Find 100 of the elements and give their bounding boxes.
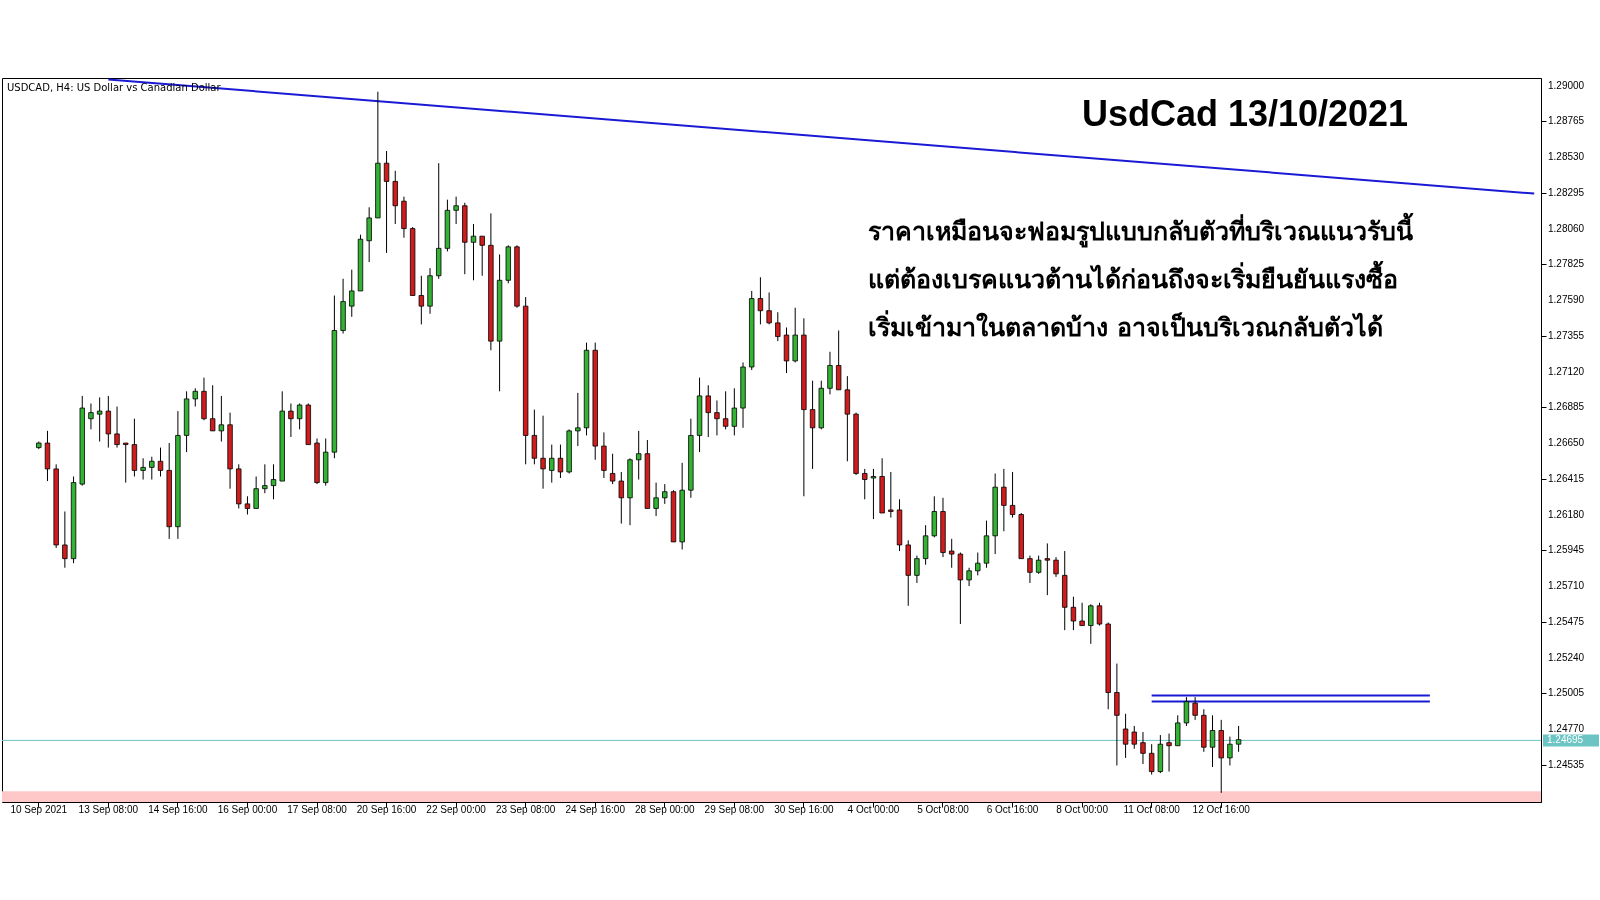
- candlestick: [1053, 556, 1059, 578]
- y-tick-label: 1.26650: [1548, 437, 1585, 449]
- candlestick: [775, 311, 781, 342]
- candlestick: [888, 471, 894, 519]
- candlestick: [975, 552, 981, 576]
- candlestick: [757, 276, 764, 325]
- candlestick: [123, 442, 129, 484]
- candlestick: [253, 476, 259, 509]
- candlestick: [1079, 602, 1085, 627]
- x-tick-label: 6 Oct 16:00: [986, 803, 1039, 815]
- candlestick: [862, 468, 868, 500]
- x-tick-label: 29 Sep 08:00: [704, 803, 765, 815]
- x-tick-label: 23 Sep 08:00: [495, 803, 556, 815]
- annotation: เริ่มเข้ามาในตลาดบ้าง อาจเป็นบริเวณกลับตัวได้: [868, 310, 1383, 342]
- y-tick-label: 1.28530: [1548, 151, 1585, 163]
- y-tick-label: 1.25710: [1548, 580, 1585, 592]
- candlestick: [479, 235, 485, 277]
- x-tick-label: 30 Sep 16:00: [774, 803, 835, 815]
- candlestick: [140, 457, 146, 481]
- candlestick: [766, 291, 772, 325]
- chart-title: UsdCad 13/10/2021: [1081, 93, 1409, 134]
- x-tick-label: 28 Sep 00:00: [635, 803, 695, 815]
- candlestick: [262, 463, 268, 494]
- candlestick: [922, 524, 929, 566]
- candlestick: [349, 269, 355, 318]
- y-tick-label: 1.27590: [1548, 294, 1585, 306]
- y-tick-label: 1.25475: [1548, 615, 1585, 627]
- candlestick: [470, 223, 477, 281]
- candlestick: [209, 384, 216, 432]
- x-tick-label: 14 Sep 16:00: [148, 803, 209, 815]
- candlestick: [1192, 696, 1198, 721]
- x-tick-label: 5 Oct 08:00: [917, 803, 970, 815]
- candlestick: [540, 415, 546, 490]
- candlestick: [296, 403, 303, 430]
- x-tick-label: 22 Sep 00:00: [426, 803, 487, 815]
- candlestick: [288, 403, 294, 438]
- candlestick: [870, 468, 877, 520]
- candlestick: [218, 395, 225, 443]
- candlestick: [1183, 696, 1190, 727]
- x-tick-label: 12 Oct 16:00: [1192, 803, 1251, 815]
- candlestick: [914, 555, 920, 584]
- candlestick: [1122, 713, 1129, 759]
- candlestick: [157, 447, 164, 477]
- candlestick: [1009, 471, 1016, 519]
- candlestick: [557, 444, 564, 479]
- candlestick: [1114, 663, 1120, 766]
- candlestick: [1088, 603, 1094, 645]
- x-tick-label: 11 Oct 08:00: [1123, 803, 1181, 815]
- candlestick: [62, 510, 68, 569]
- x-tick-label: 8 Oct 00:00: [1056, 803, 1109, 815]
- ref-line-label: 1.24695: [1547, 734, 1584, 746]
- candlestick: [575, 392, 581, 447]
- candlestick: [149, 456, 155, 481]
- y-tick-label: 1.26885: [1548, 401, 1585, 413]
- candlestick: [1209, 714, 1216, 768]
- y-tick-label: 1.27120: [1548, 365, 1585, 377]
- candlestick: [114, 406, 120, 449]
- x-tick-label: 24 Sep 16:00: [565, 803, 626, 815]
- candlestick: [827, 351, 833, 395]
- y-tick-label: 1.25240: [1548, 651, 1585, 663]
- y-tick-label: 1.29000: [1548, 79, 1585, 91]
- x-tick-label: 16 Sep 00:00: [217, 803, 278, 815]
- candlestick: [549, 444, 555, 484]
- candlestick: [366, 206, 372, 263]
- candlestick: [653, 482, 659, 517]
- candlestick: [1175, 714, 1181, 747]
- candlestick: [96, 396, 103, 443]
- candlestick: [1235, 725, 1242, 753]
- candlestick: [1131, 725, 1137, 750]
- candlestick: [705, 384, 711, 438]
- candlestick: [609, 453, 616, 485]
- candlestick: [1227, 736, 1233, 766]
- candlestick: [636, 430, 642, 481]
- y-tick-label: 1.26180: [1548, 508, 1585, 520]
- y-tick-label: 1.25005: [1548, 687, 1585, 699]
- candlestick: [531, 409, 538, 465]
- candlestick: [966, 567, 972, 587]
- x-tick-label: 4 Oct 00:00: [847, 803, 900, 815]
- candlestick: [1001, 468, 1007, 532]
- candlestick: [731, 387, 738, 436]
- candlestick: [1140, 731, 1146, 765]
- y-tick-label: 1.27825: [1548, 258, 1585, 270]
- y-tick-label: 1.24535: [1548, 758, 1585, 770]
- y-tick-label: 1.27355: [1548, 329, 1585, 341]
- candlestick: [1044, 542, 1051, 596]
- candlestick: [949, 538, 955, 569]
- candlestick: [722, 390, 729, 430]
- candlestick: [453, 196, 459, 225]
- candlestick: [1096, 602, 1103, 627]
- candlestick: [418, 275, 425, 325]
- candlestick: [662, 483, 668, 505]
- candlestick: [105, 395, 112, 449]
- candlestick: [383, 150, 390, 254]
- candlestick: [88, 403, 94, 430]
- y-tick-label: 1.26415: [1548, 472, 1585, 484]
- y-tick-label: 1.24770: [1548, 722, 1585, 734]
- x-tick-label: 17 Sep 08:00: [287, 803, 348, 815]
- candlestick: [1027, 555, 1033, 584]
- x-tick-label: 20 Sep 16:00: [356, 803, 417, 815]
- candlestick: [618, 471, 624, 525]
